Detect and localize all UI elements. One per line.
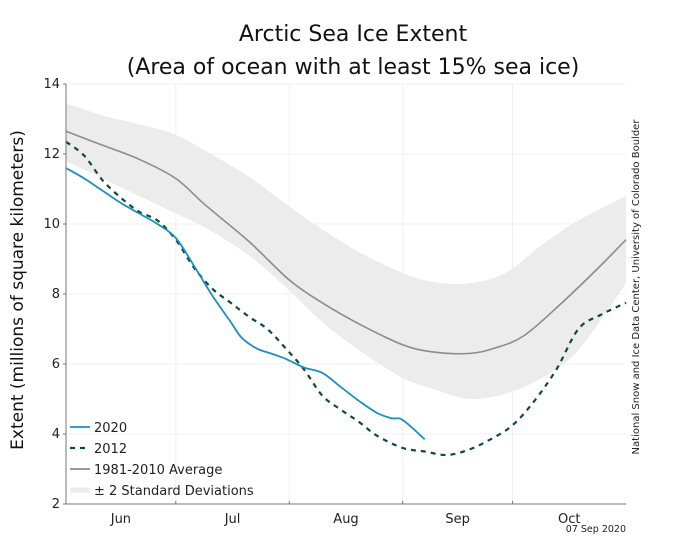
series-lines-layer [65,130,627,457]
y-axis-label: Extent (millions of square kilometers) [8,130,28,450]
y-tick-label: 8 [52,287,60,302]
std-dev-band-layer [66,103,626,400]
chart-title: Arctic Sea Ice Extent [239,22,468,47]
x-tick-labels: Jun Jul Aug Sep Oct [110,512,581,527]
legend-item: ± 2 Standard Deviations [70,484,254,499]
credit-text: National Snow and Ice Data Center, Unive… [631,119,642,455]
series-line-2012 [65,140,627,457]
std-dev-band [66,103,626,400]
legend-label: 2012 [94,442,127,457]
y-tick-label: 6 [52,357,60,372]
y-tick-label: 4 [52,427,60,442]
x-tick-label-sep: Sep [445,512,470,527]
y-tick-label: 12 [43,147,60,162]
series-line-1981-2010-average [65,130,627,355]
x-tick-label-jul: Jul [224,512,241,527]
y-tick-label: 14 [43,77,60,92]
x-tick-label-jun: Jun [110,512,131,527]
axes [63,83,626,505]
y-tick-label: 2 [52,497,60,512]
legend-item: 2012 [70,442,127,457]
x-tick-label-oct: Oct [558,512,580,527]
chart-subtitle: (Area of ocean with at least 15% sea ice… [127,55,580,80]
legend-label: 2020 [94,421,127,436]
date-stamp: 07 Sep 2020 [566,524,626,535]
legend-item: 1981-2010 Average [70,463,222,478]
x-tick-label-aug: Aug [333,512,358,527]
y-tick-labels: 2 4 6 8 10 12 14 [43,77,60,512]
legend-item: 2020 [70,421,127,436]
y-tick-label: 10 [43,217,60,232]
legend: 2020 2012 1981-2010 Average ± 2 Standard De… [70,421,254,499]
series-line-2020 [65,167,426,440]
legend-label: 1981-2010 Average [94,463,222,478]
legend-label: ± 2 Standard Deviations [94,484,254,499]
